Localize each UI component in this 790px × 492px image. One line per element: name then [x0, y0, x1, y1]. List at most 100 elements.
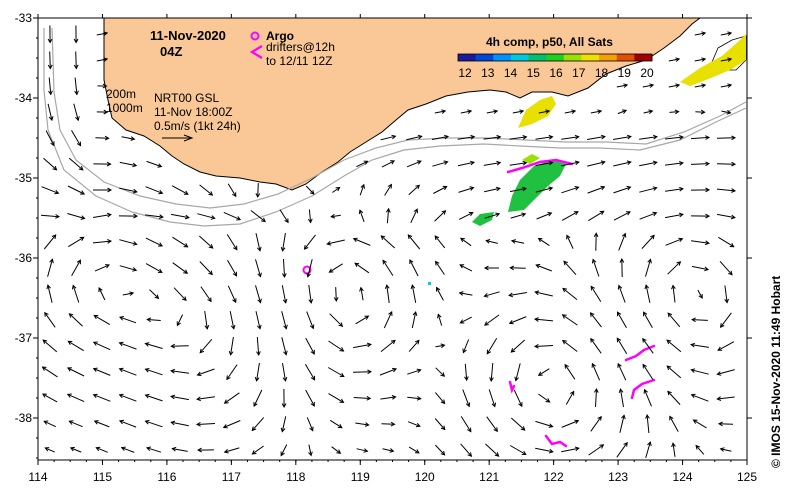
current-vector-head — [157, 268, 163, 273]
current-vector-head — [489, 377, 494, 383]
current-vector-head — [434, 235, 440, 241]
current-vector-head — [256, 351, 261, 357]
current-vector-head — [676, 261, 682, 266]
current-vector-head — [364, 422, 370, 427]
current-vector — [692, 319, 708, 321]
current-vector-head — [118, 393, 124, 399]
current-vector-head — [618, 388, 624, 394]
current-vector — [353, 238, 371, 246]
current-vector — [96, 58, 108, 62]
current-vector-head — [92, 393, 98, 399]
current-vector-head — [204, 325, 210, 330]
current-vector-head — [459, 264, 465, 269]
y-tick-label: -38 — [15, 411, 33, 425]
current-vector — [386, 285, 390, 303]
current-vector-head — [391, 395, 397, 400]
current-vector-head — [650, 234, 655, 240]
current-vector-head — [330, 213, 336, 219]
current-vector-head — [414, 339, 420, 345]
current-vector-head — [690, 393, 696, 399]
current-vector-head — [184, 214, 190, 220]
current-vector-head — [306, 272, 311, 278]
current-vector — [121, 447, 135, 453]
current-vector — [255, 233, 261, 251]
current-vector — [49, 51, 51, 69]
current-vector-head — [435, 260, 440, 266]
current-vector-head — [132, 188, 138, 194]
sst-yellow-patch-2 — [680, 34, 746, 86]
current-vector-head — [119, 316, 124, 321]
current-vector-head — [392, 367, 398, 373]
current-vector-head — [48, 90, 53, 96]
current-vector — [122, 292, 134, 296]
current-vector-head — [562, 287, 567, 293]
current-vector — [282, 233, 286, 251]
current-vector-head — [102, 83, 108, 89]
current-vector-head — [92, 341, 98, 346]
current-vector — [380, 396, 396, 400]
current-vector-head — [440, 399, 446, 405]
current-vector-head — [199, 348, 205, 354]
current-vector-head — [412, 310, 418, 316]
current-vector-head — [548, 160, 554, 166]
current-vector-head — [79, 236, 85, 241]
current-vector-head — [176, 321, 181, 327]
current-vector — [509, 187, 527, 193]
current-vector-head — [464, 376, 469, 382]
map-time: 04Z — [160, 44, 182, 59]
current-vector — [67, 367, 85, 377]
sst-colorbar-ticks: 12 13 14 15 16 17 18 19 20 — [458, 66, 654, 80]
current-vector-head — [105, 264, 110, 269]
current-vector — [382, 260, 394, 276]
current-vector — [617, 311, 627, 329]
colorbar-segment — [546, 54, 565, 61]
current-vector-head — [599, 444, 605, 449]
current-vector — [720, 448, 732, 452]
current-vector-head — [380, 235, 386, 240]
current-vector-head — [228, 350, 234, 356]
current-vector — [71, 130, 81, 146]
current-vector-head — [308, 451, 313, 457]
current-vector-head — [617, 284, 623, 290]
x-tick-label: 117 — [222, 470, 241, 484]
current-vector-head — [80, 215, 86, 220]
current-vector — [509, 136, 527, 140]
current-vector — [434, 235, 446, 249]
current-vector-head — [308, 299, 314, 304]
x-tick-label: 116 — [157, 470, 176, 484]
current-vector — [535, 447, 553, 453]
current-vector — [697, 289, 703, 299]
current-vector — [490, 362, 494, 382]
current-vector-head — [649, 83, 655, 88]
current-vector-head — [409, 259, 414, 265]
current-vector — [352, 371, 372, 373]
current-vector — [308, 209, 312, 223]
current-vector-head — [444, 134, 450, 140]
current-vector — [587, 186, 605, 194]
current-vector-head — [132, 162, 138, 168]
current-vector — [145, 263, 163, 273]
current-vector-head — [727, 83, 733, 88]
current-vector-head — [118, 367, 124, 373]
current-vector-head — [731, 161, 737, 167]
current-vector-head — [647, 441, 652, 447]
current-vector-head — [716, 396, 722, 401]
drifter-legend-line1: drifters@12h — [266, 40, 335, 54]
y-axis-labels: -33 -34 -35 -36 -37 -38 — [15, 11, 33, 425]
current-vector-head — [545, 109, 551, 114]
current-vector-head — [730, 214, 736, 220]
current-vector-head — [705, 213, 711, 219]
current-vector-head — [486, 349, 492, 355]
current-vector — [119, 316, 137, 324]
y-tick-label: -33 — [15, 11, 33, 25]
current-vector — [45, 130, 55, 146]
current-vector-head — [508, 319, 514, 325]
current-vector-head — [76, 141, 82, 147]
current-vector — [199, 338, 213, 354]
current-vector-head — [458, 291, 464, 296]
x-tick-label: 118 — [286, 470, 305, 484]
drifter-legend-line2: to 12/11 12Z — [266, 54, 333, 68]
current-vector-head — [55, 214, 61, 219]
current-vector — [509, 292, 527, 296]
current-vector — [149, 289, 159, 299]
